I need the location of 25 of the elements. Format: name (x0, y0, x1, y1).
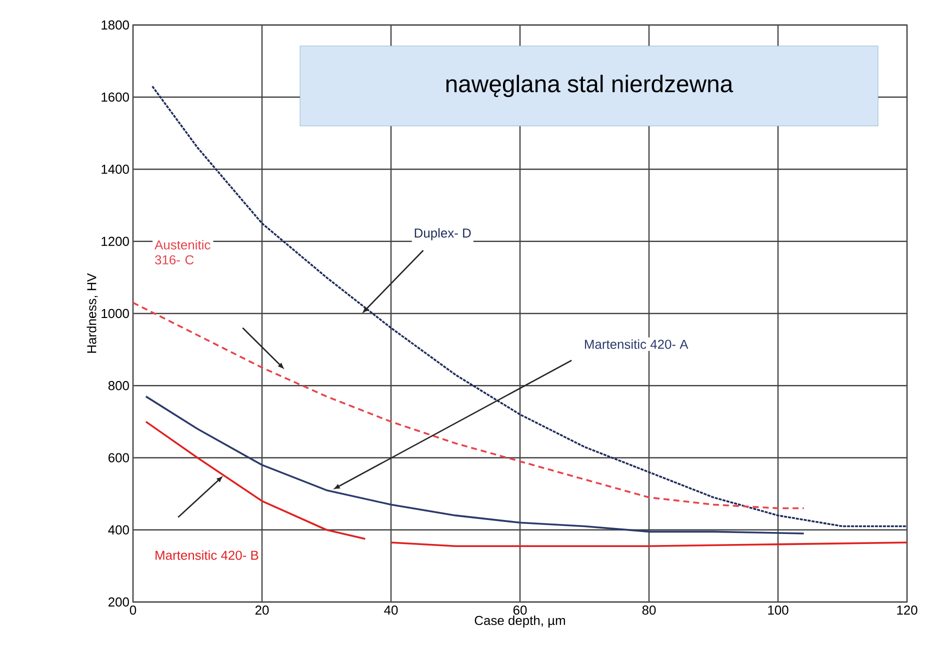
x-tick-label: 40 (384, 606, 398, 615)
y-axis-title: Hardness, HV (86, 273, 98, 353)
line-series (132, 302, 805, 510)
y-tick-label: 1800 (102, 20, 129, 30)
y-tick-label: 200 (108, 597, 129, 607)
text: Austenitic 316- C (154, 240, 210, 264)
y-tick-label: 400 (108, 525, 129, 534)
text: nawęglana stal nierdzewna (446, 74, 734, 98)
x-tick-label: 80 (642, 606, 656, 615)
x-tick-label: 100 (768, 606, 788, 615)
y-tick-label: 600 (108, 453, 129, 462)
x-tick-label: 0 (130, 606, 136, 615)
x-tick-label: 60 (513, 606, 527, 615)
y-tick-label: 1200 (102, 236, 129, 246)
x-tick-label: 20 (255, 606, 269, 615)
x-tick-label: 120 (897, 606, 918, 615)
text: Martensitic 420- A (584, 339, 688, 349)
x-axis-title: Case depth, µm (474, 616, 565, 628)
y-tick-label: 1000 (102, 308, 129, 318)
line-series (145, 396, 805, 534)
text: Duplex- D (414, 228, 471, 240)
y-tick-label: 800 (108, 381, 129, 390)
text: Martensitic 420- B (156, 550, 258, 560)
y-tick-label: 1400 (102, 164, 129, 174)
y-tick-label: 1600 (102, 92, 129, 102)
